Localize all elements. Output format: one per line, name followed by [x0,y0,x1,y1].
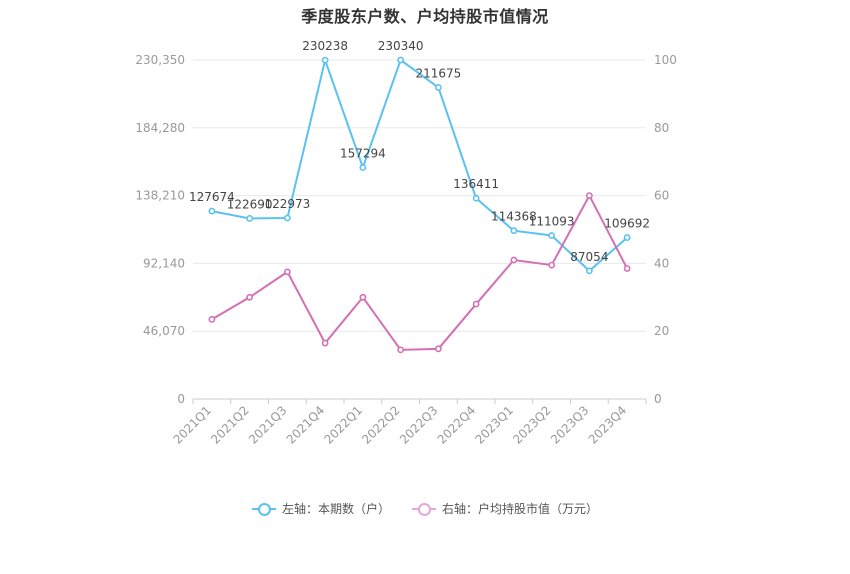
data-label: 87054 [570,250,608,264]
series-line-holders [211,56,628,273]
series-layer [208,56,631,354]
data-label: 157294 [340,147,386,161]
legend-item-left[interactable]: 左轴：本期数（户） [251,500,390,517]
chart-title: 季度股东户数、户均持股市值情况 [301,7,549,26]
data-label: 211675 [415,66,461,80]
data-label: 122973 [264,197,310,211]
left-tick-label: 0 [177,392,185,406]
data-point[interactable] [623,234,631,241]
right-tick-label: 60 [654,189,669,203]
x-tick-label: 2022Q3 [397,403,441,447]
data-point[interactable] [434,84,442,91]
data-label: 136411 [453,177,499,191]
left-tick-label: 230,350 [135,53,185,67]
data-point[interactable] [208,207,216,215]
legend: 左轴：本期数（户） 右轴：户均持股市值（万元） [0,500,850,517]
data-point[interactable] [359,164,367,171]
right-axis-ticks: 0 20 40 60 80 100 [654,53,677,406]
data-point[interactable] [585,267,593,275]
x-tick-label: 2021Q2 [208,403,252,447]
right-tick-label: 40 [654,256,669,270]
left-tick-label: 138,210 [135,189,185,203]
data-label: 111093 [529,215,575,229]
x-tick-label: 2022Q4 [435,403,479,447]
left-tick-label: 46,070 [143,324,185,338]
x-tick-label: 2022Q2 [359,403,403,447]
right-tick-label: 0 [654,392,662,406]
data-label: 230340 [378,39,424,53]
data-point[interactable] [283,268,291,276]
data-label: 109692 [604,217,650,231]
data-point[interactable] [548,261,556,269]
data-point[interactable] [623,265,631,272]
x-tick-label: 2021Q4 [284,403,328,447]
data-point[interactable] [434,345,442,353]
data-label: 230238 [302,39,348,53]
x-tick-label: 2023Q4 [586,403,630,447]
left-tick-label: 92,140 [143,256,185,270]
data-point[interactable] [585,192,593,199]
right-tick-label: 20 [654,324,669,338]
data-point[interactable] [246,293,254,301]
right-tick-label: 100 [654,53,677,67]
data-label: 114368 [491,210,537,224]
x-tick-label: 2022Q1 [321,403,365,447]
data-point[interactable] [510,227,518,235]
series-line-value [211,193,629,351]
x-axis-ticks: 2021Q12021Q22021Q32021Q42022Q12022Q22022… [170,399,647,447]
data-point[interactable] [510,256,518,264]
grid-lines [193,59,646,400]
legend-swatch-right [412,502,436,516]
data-point[interactable] [359,293,367,301]
left-tick-label: 184,280 [135,121,185,135]
data-point[interactable] [246,215,254,222]
data-point[interactable] [472,194,480,202]
x-tick-label: 2021Q3 [246,403,290,447]
data-label: 127674 [189,190,235,204]
data-label: 122690 [227,197,273,211]
x-tick-label: 2021Q1 [170,403,214,447]
right-tick-label: 80 [654,121,669,135]
x-tick-label: 2023Q3 [548,403,592,447]
data-point[interactable] [548,232,556,239]
x-tick-label: 2023Q1 [472,403,516,447]
data-point[interactable] [472,300,480,308]
legend-label-left: 左轴：本期数（户） [281,502,390,516]
left-axis-ticks: 0 46,070 92,140 138,210 184,280 230,350 [135,53,185,406]
x-tick-label: 2023Q2 [510,403,554,447]
legend-label-right: 右轴：户均持股市值（万元） [442,502,599,516]
data-point[interactable] [208,315,216,323]
legend-item-right[interactable]: 右轴：户均持股市值（万元） [412,500,598,517]
legend-swatch-left [251,502,276,516]
data-point[interactable] [321,56,329,64]
data-point[interactable] [397,56,405,64]
data-point[interactable] [283,214,291,222]
data-point[interactable] [321,339,329,347]
data-point[interactable] [397,346,405,354]
